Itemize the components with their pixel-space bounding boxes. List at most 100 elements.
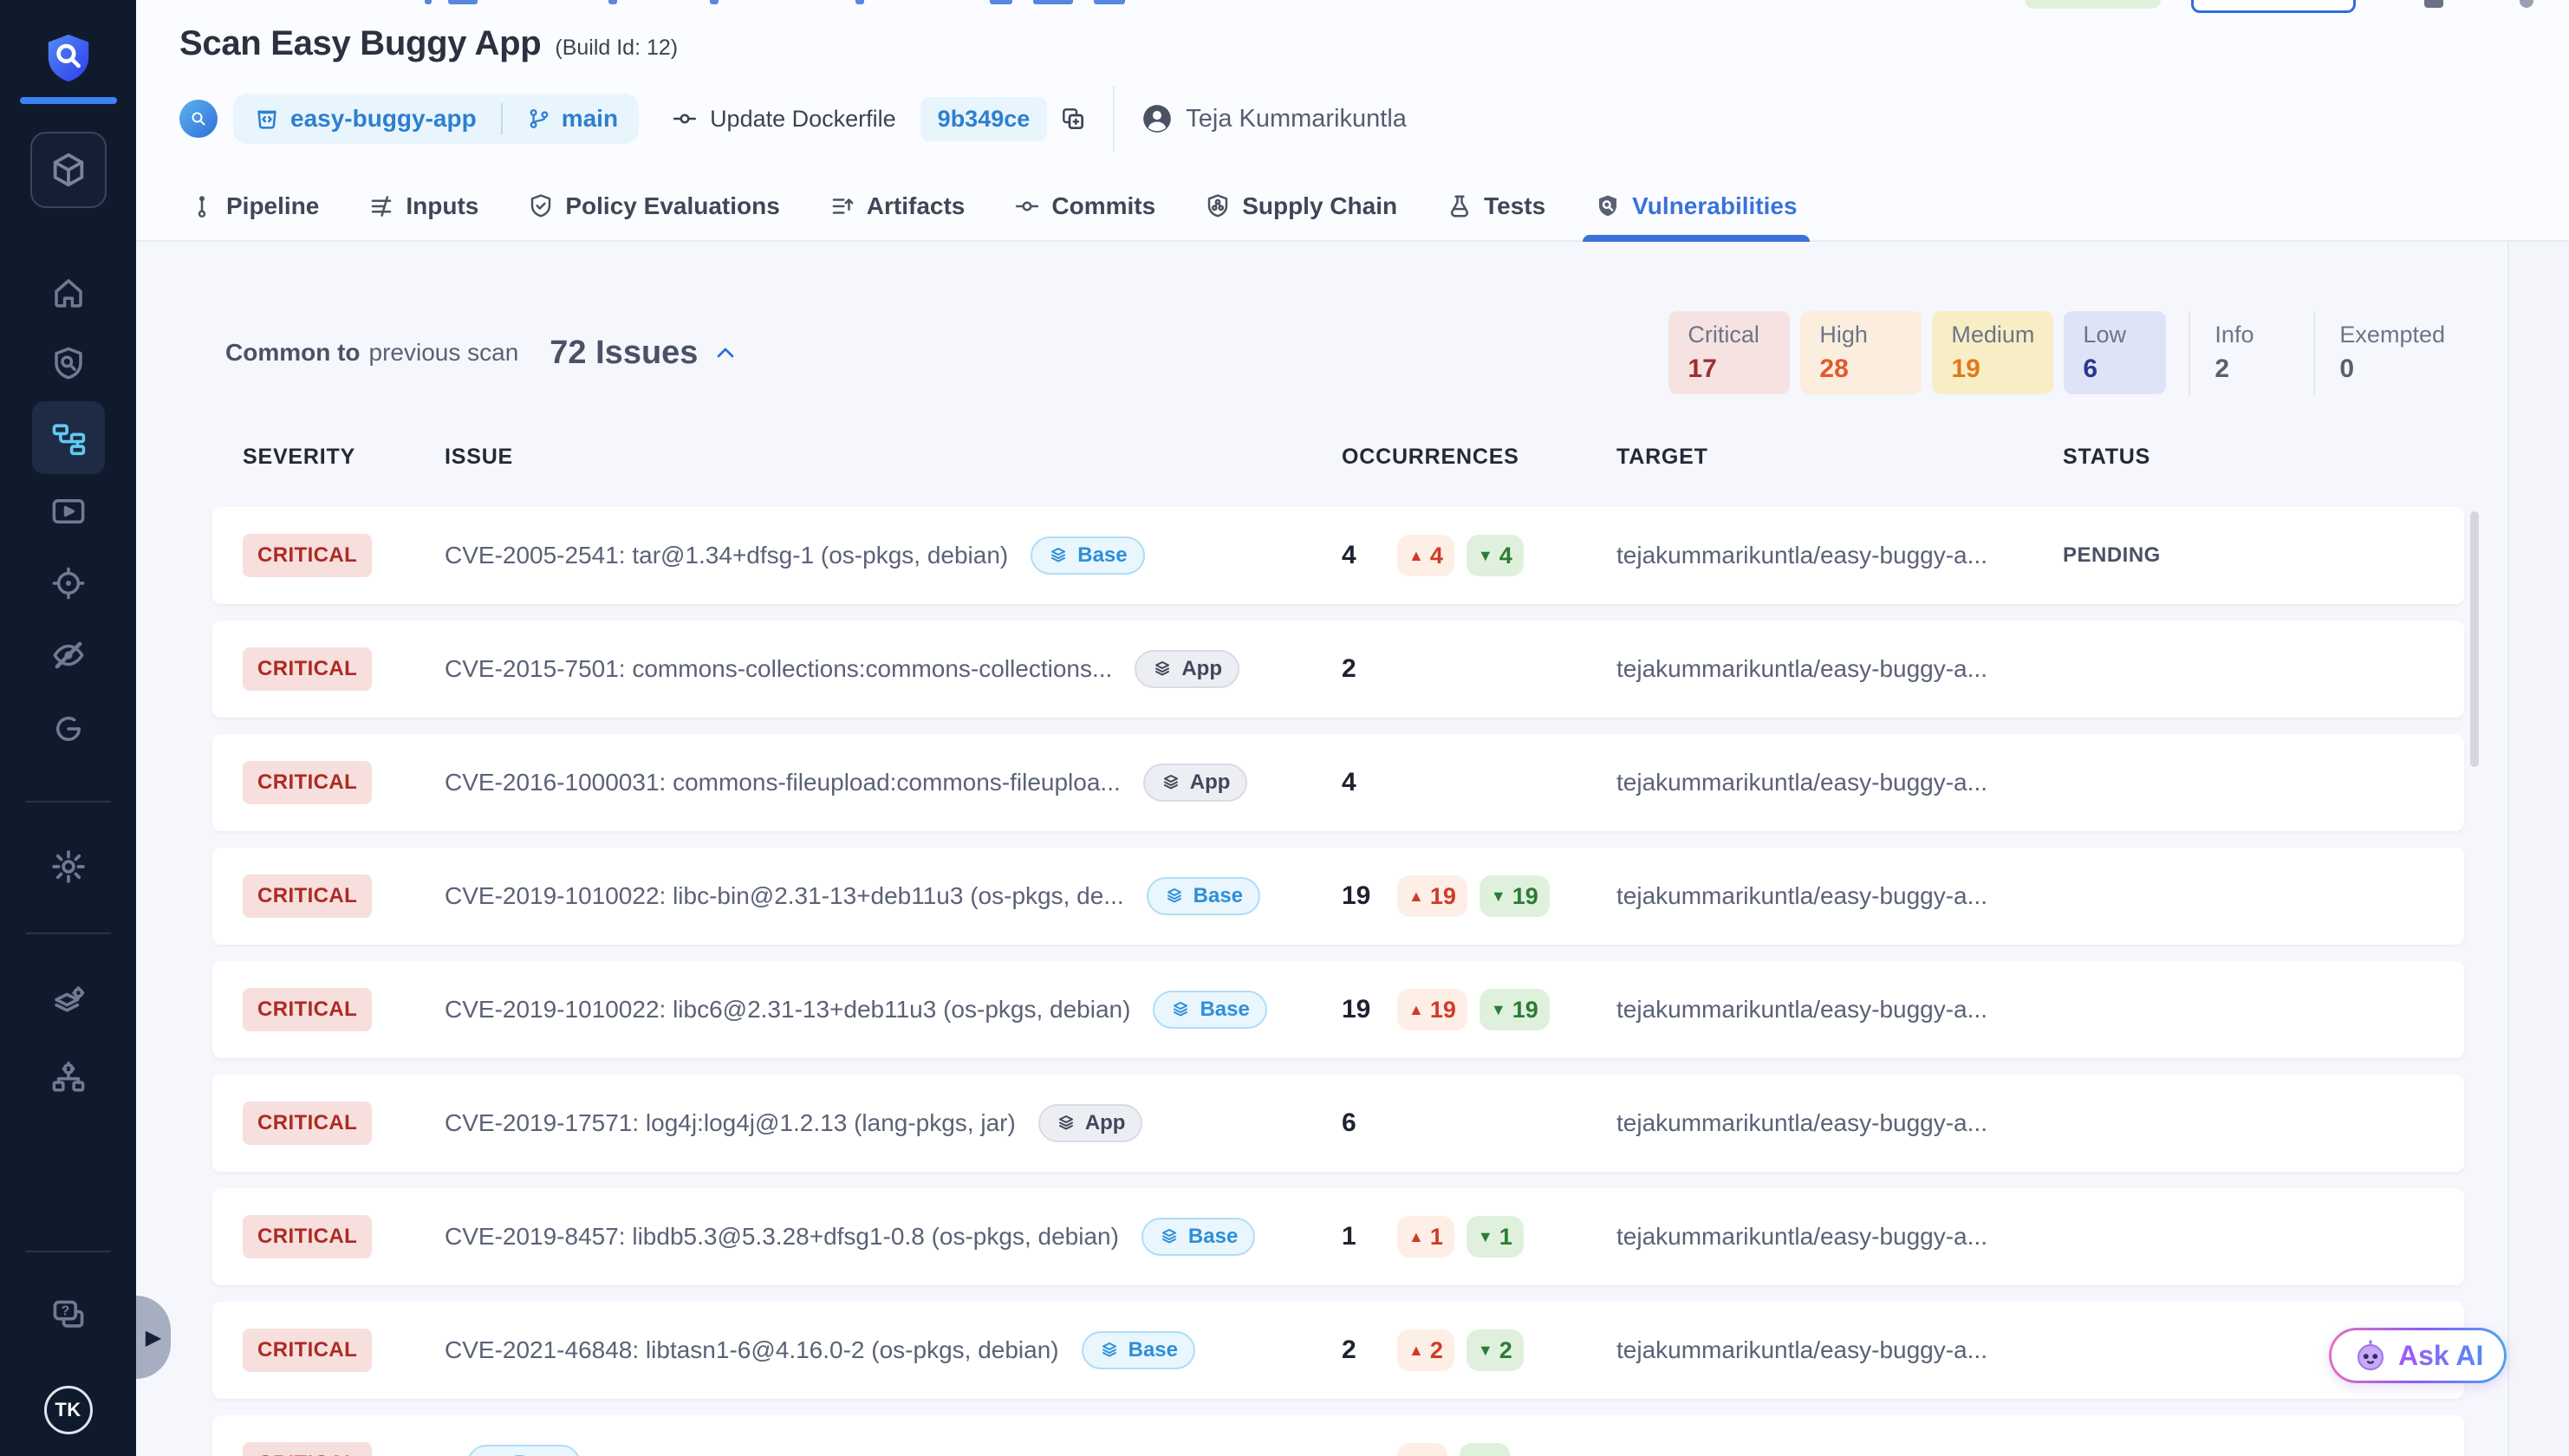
- tab-bar: Pipeline Inputs Policy Evaluations Artif…: [136, 172, 2569, 242]
- tab-supply-chain[interactable]: Supply Chain: [1205, 172, 1397, 240]
- page-title: Scan Easy Buggy App: [179, 24, 542, 62]
- cube-icon: [53, 153, 83, 187]
- occurrence-count: 2: [1342, 1336, 1356, 1364]
- filter-medium[interactable]: Medium 19: [1932, 311, 2054, 394]
- supply-chain-icon: [1207, 193, 1228, 217]
- cropped-stepper-fragment: [855, 0, 864, 4]
- cropped-action-button[interactable]: [2191, 0, 2356, 13]
- tab-vulnerabilities[interactable]: Vulnerabilities: [1583, 172, 1810, 242]
- copy-icon[interactable]: [1059, 105, 1087, 133]
- tab-policy-evaluations[interactable]: Policy Evaluations: [528, 172, 780, 240]
- shield-check-icon: [531, 193, 551, 217]
- inputs-icon: [372, 195, 392, 217]
- person-icon: [1143, 105, 1172, 133]
- home-icon: [54, 279, 82, 308]
- delta-down-badge: ▼ 19: [1479, 989, 1550, 1030]
- ask-ai-button[interactable]: Ask AI: [2329, 1328, 2507, 1383]
- delta-down-badge: ▼ 19: [1479, 875, 1550, 917]
- vulnerability-list: CRITICAL CVE-2005-2541: tar@1.34+dfsg-1 …: [212, 507, 2464, 1456]
- chevron-up-icon[interactable]: [712, 339, 739, 367]
- scope-badge-app: App: [1135, 650, 1239, 688]
- target-name: tejakummarikuntla/easy-buggy-a...: [1616, 1109, 1987, 1136]
- severity-badge: CRITICAL: [243, 534, 373, 577]
- down-triangle-icon: ▼: [1477, 546, 1493, 564]
- scope-badge-base: Base: [1141, 1218, 1256, 1256]
- issue-title: CVE-2019-8457: libdb5.3@5.3.28+dfsg1-0.8…: [445, 1223, 1119, 1250]
- sidebar-item-hidden-findings[interactable]: [32, 619, 105, 692]
- list-scrollbar[interactable]: [2470, 511, 2479, 767]
- sidebar-item-targets[interactable]: [32, 547, 105, 620]
- svg-text:?: ?: [61, 1303, 69, 1318]
- tab-tests[interactable]: Tests: [1447, 172, 1545, 240]
- cropped-stepper-fragment: [448, 0, 478, 4]
- occurrence-count: 19: [1342, 995, 1371, 1024]
- layers-gear-icon: [54, 986, 84, 1012]
- severity-badge: CRITICAL: [243, 1102, 373, 1145]
- target-name: tejakummarikuntla/easy-buggy-a...: [1616, 1336, 1987, 1363]
- scope-badge-base: Base: [1153, 991, 1267, 1029]
- sidebar-item-help-chat[interactable]: ?: [32, 1279, 105, 1352]
- commit-sha-badge[interactable]: 9b349ce: [920, 96, 1048, 141]
- delta-up-badge: ▲ 19: [1397, 875, 1467, 917]
- issue-title: CVE-2019-1010022: libc6@2.31-13+deb11u3 …: [445, 996, 1131, 1023]
- col-target: TARGET: [1616, 445, 1708, 469]
- issue-title: CVE-2005-2541: tar@1.34+dfsg-1 (os-pkgs,…: [445, 542, 1009, 569]
- flask-icon: [1451, 195, 1469, 217]
- sidebar-item-runs[interactable]: [32, 475, 105, 548]
- delta-down-badge: ▼ 1: [1466, 1216, 1524, 1258]
- filter-critical[interactable]: Critical 17: [1668, 311, 1791, 394]
- tab-artifacts[interactable]: Artifacts: [829, 172, 965, 240]
- artifacts-icon: [832, 198, 854, 214]
- table-row[interactable]: CRITICAL CVE-2005-2541: tar@1.34+dfsg-1 …: [212, 507, 2464, 604]
- author-group: Teja Kummarikuntla: [1141, 102, 1407, 135]
- scope-badge-base: Base: [1146, 877, 1261, 915]
- cropped-stepper-fragment: [1033, 0, 1073, 4]
- table-row[interactable]: CRITICAL CVE-2021-46848: libtasn1-6@4.16…: [212, 1302, 2464, 1399]
- table-row[interactable]: CRITICAL Base ▲ ▼: [212, 1415, 2464, 1456]
- sidebar-item-power[interactable]: [32, 692, 105, 765]
- scope-badge-app: App: [1037, 1104, 1143, 1142]
- tab-inputs[interactable]: Inputs: [368, 172, 478, 240]
- expand-arrow-icon: ▶: [145, 1325, 162, 1349]
- shield-search-icon: [54, 347, 82, 380]
- layers-icon: [1155, 661, 1170, 676]
- severity-filter-group: Critical 17 High 28 Medium 19 Low 6 Info: [1668, 311, 2464, 394]
- table-row[interactable]: CRITICAL CVE-2019-17571: log4j:log4j@1.2…: [212, 1075, 2464, 1172]
- table-header: SEVERITY ISSUE OCCURRENCES TARGET STATUS: [212, 445, 2464, 470]
- table-row[interactable]: CRITICAL CVE-2015-7501: commons-collecti…: [212, 621, 2464, 718]
- sidebar-item-integration-config[interactable]: [32, 1040, 105, 1113]
- table-row[interactable]: CRITICAL CVE-2019-1010022: libc6@2.31-13…: [212, 961, 2464, 1058]
- table-row[interactable]: CRITICAL CVE-2016-1000031: commons-fileu…: [212, 734, 2464, 831]
- right-gutter: [2507, 242, 2569, 1456]
- col-issue: ISSUE: [445, 445, 514, 469]
- filter-high[interactable]: High 28: [1800, 311, 1922, 394]
- scope-badge-app: App: [1142, 764, 1248, 802]
- sidebar-item-pipelines[interactable]: [31, 401, 105, 474]
- sidebar-divider: [25, 1251, 111, 1252]
- table-row[interactable]: CRITICAL CVE-2019-1010022: libc-bin@2.31…: [212, 848, 2464, 945]
- issues-summary-bar: Common to previous scan 72 Issues Critic…: [212, 311, 2464, 394]
- user-initials: TK: [55, 1399, 81, 1420]
- col-occurrences: OCCURRENCES: [1342, 445, 1519, 469]
- sidebar-item-scans[interactable]: [32, 328, 105, 400]
- repo-branch-pill[interactable]: easy-buggy-app main: [233, 94, 640, 144]
- user-avatar[interactable]: TK: [43, 1386, 93, 1434]
- filter-exempted[interactable]: Exempted 0: [2313, 311, 2464, 394]
- vulnerabilities-shield-icon: [1599, 195, 1617, 216]
- tab-commits[interactable]: Commits: [1014, 172, 1155, 240]
- sidebar-item-layer-config[interactable]: [32, 966, 105, 1039]
- commit-message-group: Update Dockerfile: [672, 106, 896, 133]
- issue-title: CVE-2021-46848: libtasn1-6@4.16.0-2 (os-…: [445, 1336, 1059, 1363]
- filter-info[interactable]: Info 2: [2189, 311, 2291, 394]
- tab-pipeline[interactable]: Pipeline: [189, 172, 319, 240]
- sidebar-item-settings[interactable]: [32, 830, 105, 903]
- container-repo-icon: [257, 110, 276, 129]
- target-name: tejakummarikuntla/easy-buggy-a...: [1616, 996, 1987, 1023]
- sidebar-item-project-cube[interactable]: [29, 132, 107, 208]
- sidebar-item-home[interactable]: [32, 257, 105, 329]
- target-name: tejakummarikuntla/easy-buggy-a...: [1616, 542, 1987, 569]
- table-row[interactable]: CRITICAL CVE-2019-8457: libdb5.3@5.3.28+…: [212, 1188, 2464, 1285]
- filter-low[interactable]: Low 6: [2064, 311, 2167, 394]
- layers-icon: [1051, 548, 1066, 562]
- commits-icon: [1016, 201, 1039, 211]
